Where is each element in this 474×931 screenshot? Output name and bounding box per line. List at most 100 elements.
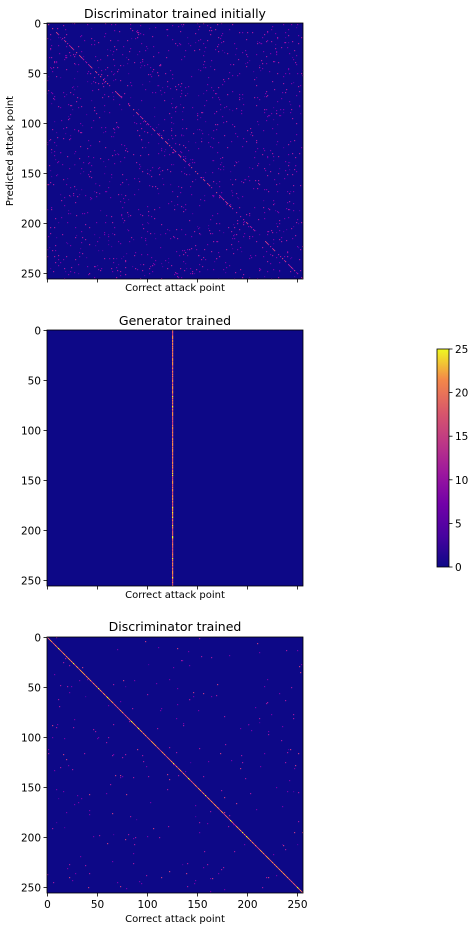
heatmap-cell (236, 234, 237, 235)
heatmap-cell (173, 764, 174, 765)
heatmap-cell (140, 155, 141, 156)
heatmap-cell (113, 724, 114, 725)
heatmap-cell (293, 185, 294, 186)
heatmap-cell (65, 41, 66, 42)
heatmap-cell (165, 149, 166, 150)
heatmap-cell (112, 155, 113, 156)
heatmap-cell (273, 200, 274, 201)
heatmap-cell (250, 128, 251, 129)
heatmap-cell (209, 185, 210, 186)
y-tick-label: 250 (21, 883, 41, 895)
heatmap-cell (59, 706, 60, 707)
heatmap-cell (258, 163, 259, 164)
heatmap-cell (254, 79, 255, 80)
heatmap-cell (48, 90, 49, 91)
heatmap-cell (253, 71, 254, 72)
heatmap-cell (290, 271, 291, 272)
heatmap-cell (197, 115, 198, 116)
heatmap-cell (266, 120, 267, 121)
heatmap-cell (52, 250, 53, 251)
heatmap-cell (95, 731, 96, 732)
heatmap-cell (129, 105, 130, 106)
heatmap-cell (150, 233, 151, 234)
heatmap-cell (48, 236, 49, 237)
heatmap-cell (278, 173, 279, 174)
heatmap-cell (246, 66, 247, 67)
heatmap-cell (164, 92, 165, 93)
heatmap-cell (255, 230, 256, 231)
heatmap-cell (63, 754, 64, 755)
heatmap-cell (111, 136, 112, 137)
heatmap-cell (145, 147, 146, 148)
heatmap-cell (242, 196, 243, 197)
heatmap-cell (98, 737, 99, 738)
heatmap-cell (213, 195, 214, 196)
heatmap-cell (129, 721, 130, 722)
heatmap-cell (142, 59, 143, 60)
heatmap-cell (48, 749, 49, 750)
heatmap-cell (266, 251, 267, 252)
heatmap-cell (250, 255, 251, 256)
heatmap-cell (141, 65, 142, 66)
heatmap-cell (147, 836, 148, 837)
heatmap-cell (54, 155, 55, 156)
heatmap-cell (287, 47, 288, 48)
heatmap-cell (260, 70, 261, 71)
heatmap-cell (172, 74, 173, 75)
heatmap-cell (118, 264, 119, 265)
y-tick-label: 200 (21, 833, 41, 845)
heatmap-cell (97, 265, 98, 266)
heatmap-cell (105, 69, 106, 70)
heatmap-cell (111, 246, 112, 247)
heatmap-cell (202, 133, 203, 134)
heatmap-cell (142, 118, 143, 119)
heatmap-cell (54, 227, 55, 228)
heatmap-cell (72, 880, 73, 881)
heatmap-cell (266, 877, 267, 878)
heatmap-cell (98, 83, 99, 84)
heatmap-cell (274, 179, 275, 180)
heatmap-cell (69, 52, 70, 53)
heatmap-cell (51, 207, 52, 208)
heatmap-cell (147, 206, 148, 207)
heatmap-cell (167, 81, 168, 82)
heatmap-cell (153, 46, 154, 47)
heatmap-cell (290, 191, 291, 192)
heatmap-cell (86, 114, 87, 115)
heatmap-cell (150, 170, 151, 171)
heatmap-cell (198, 710, 199, 711)
heatmap-cell (199, 822, 200, 823)
heatmap-cell (177, 238, 178, 239)
x-axis-label: Correct attack point (125, 283, 225, 294)
heatmap-cell (249, 213, 250, 214)
heatmap-cell (290, 112, 291, 113)
heatmap-cell (177, 688, 178, 689)
heatmap-cell (116, 127, 117, 128)
heatmap-cell (189, 174, 190, 175)
heatmap-cell (289, 780, 290, 781)
heatmap-cell (243, 182, 244, 183)
heatmap-cell (274, 250, 275, 251)
heatmap-cell (257, 41, 258, 42)
heatmap-cell (51, 149, 52, 150)
heatmap-cell (122, 174, 123, 175)
heatmap-cell (118, 154, 119, 155)
heatmap-cell (291, 83, 292, 84)
heatmap-cell (218, 37, 219, 38)
heatmap-cell (289, 53, 290, 54)
heatmap-cell (105, 127, 106, 128)
heatmap-cell (264, 276, 265, 277)
heatmap-cell (57, 67, 58, 68)
heatmap-cell (194, 231, 195, 232)
heatmap-cell (77, 795, 78, 796)
heatmap-cell (218, 252, 219, 253)
heatmap-cell (169, 113, 170, 114)
heatmap-cell (227, 53, 228, 54)
heatmap-cell (51, 209, 52, 210)
heatmap-cell (273, 119, 274, 120)
heatmap-cell (167, 789, 168, 790)
heatmap-cell (98, 42, 99, 43)
heatmap-cell (151, 134, 152, 135)
heatmap-cell (92, 68, 93, 69)
heatmap-cell (99, 237, 100, 238)
